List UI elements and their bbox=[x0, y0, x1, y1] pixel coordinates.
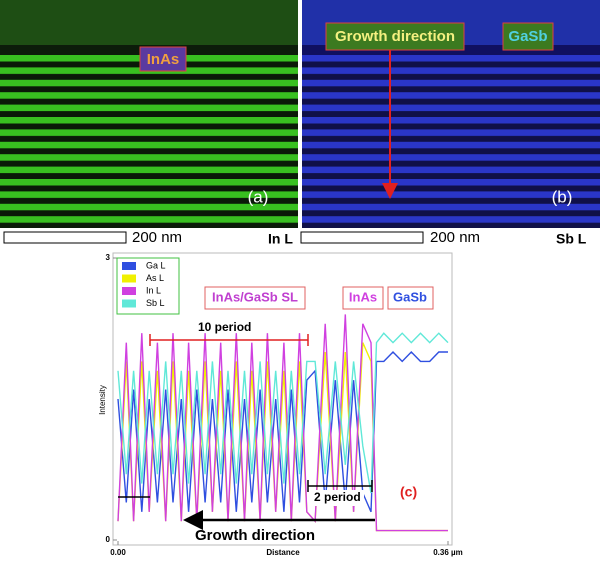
map-a-top bbox=[0, 0, 298, 45]
panel-label: (a) bbox=[248, 187, 269, 206]
y-axis-label: Intensity bbox=[98, 385, 107, 415]
annotation: Growth direction bbox=[195, 527, 315, 544]
y-tick-label: 3 bbox=[106, 253, 111, 262]
scale-bar bbox=[300, 231, 424, 244]
map-label: GaSb bbox=[508, 28, 547, 45]
legend-label: In L bbox=[146, 285, 161, 295]
legend-label: As L bbox=[146, 273, 164, 283]
x-axis-label: Distance bbox=[266, 548, 300, 557]
x-tick-label: 0.00 bbox=[110, 548, 126, 557]
map-label: InAs bbox=[147, 51, 180, 68]
label-box bbox=[325, 22, 465, 51]
series-line bbox=[117, 350, 448, 513]
legend-swatch bbox=[122, 274, 136, 283]
legend-label: Sb L bbox=[146, 298, 165, 308]
legend-swatch bbox=[122, 299, 136, 308]
element-label: In L bbox=[268, 231, 293, 247]
annotation: 2 period bbox=[314, 490, 361, 504]
annotation: GaSb bbox=[393, 289, 427, 304]
series-line bbox=[117, 314, 448, 532]
annotation: InAs bbox=[349, 289, 377, 304]
scale-label: 200 nm bbox=[132, 229, 182, 246]
series-line bbox=[117, 332, 449, 494]
y-tick-label: 0 bbox=[106, 535, 111, 544]
legend-label: Ga L bbox=[146, 260, 166, 270]
map-b-stripes bbox=[302, 55, 600, 228]
annotation-bg bbox=[312, 490, 364, 506]
panel-label: (c) bbox=[400, 484, 417, 500]
annotation-box bbox=[204, 286, 306, 310]
map-a-stripes bbox=[0, 55, 298, 228]
element-label: Sb L bbox=[556, 231, 587, 247]
legend-swatch bbox=[122, 262, 136, 270]
scale-label: 200 nm bbox=[430, 229, 480, 246]
label-box bbox=[139, 46, 187, 72]
annotation-box bbox=[342, 286, 384, 310]
x-tick-label: 0.36 µm bbox=[433, 548, 463, 557]
annotation: 10 period bbox=[198, 320, 251, 334]
annotation: InAs/GaSb SL bbox=[212, 289, 298, 304]
annotation-box bbox=[387, 286, 434, 310]
label-box bbox=[502, 22, 554, 51]
panel-label: (b) bbox=[552, 187, 573, 206]
annotation: Growth direction bbox=[335, 28, 455, 45]
scale-bar bbox=[3, 231, 127, 244]
legend-swatch bbox=[122, 287, 136, 295]
